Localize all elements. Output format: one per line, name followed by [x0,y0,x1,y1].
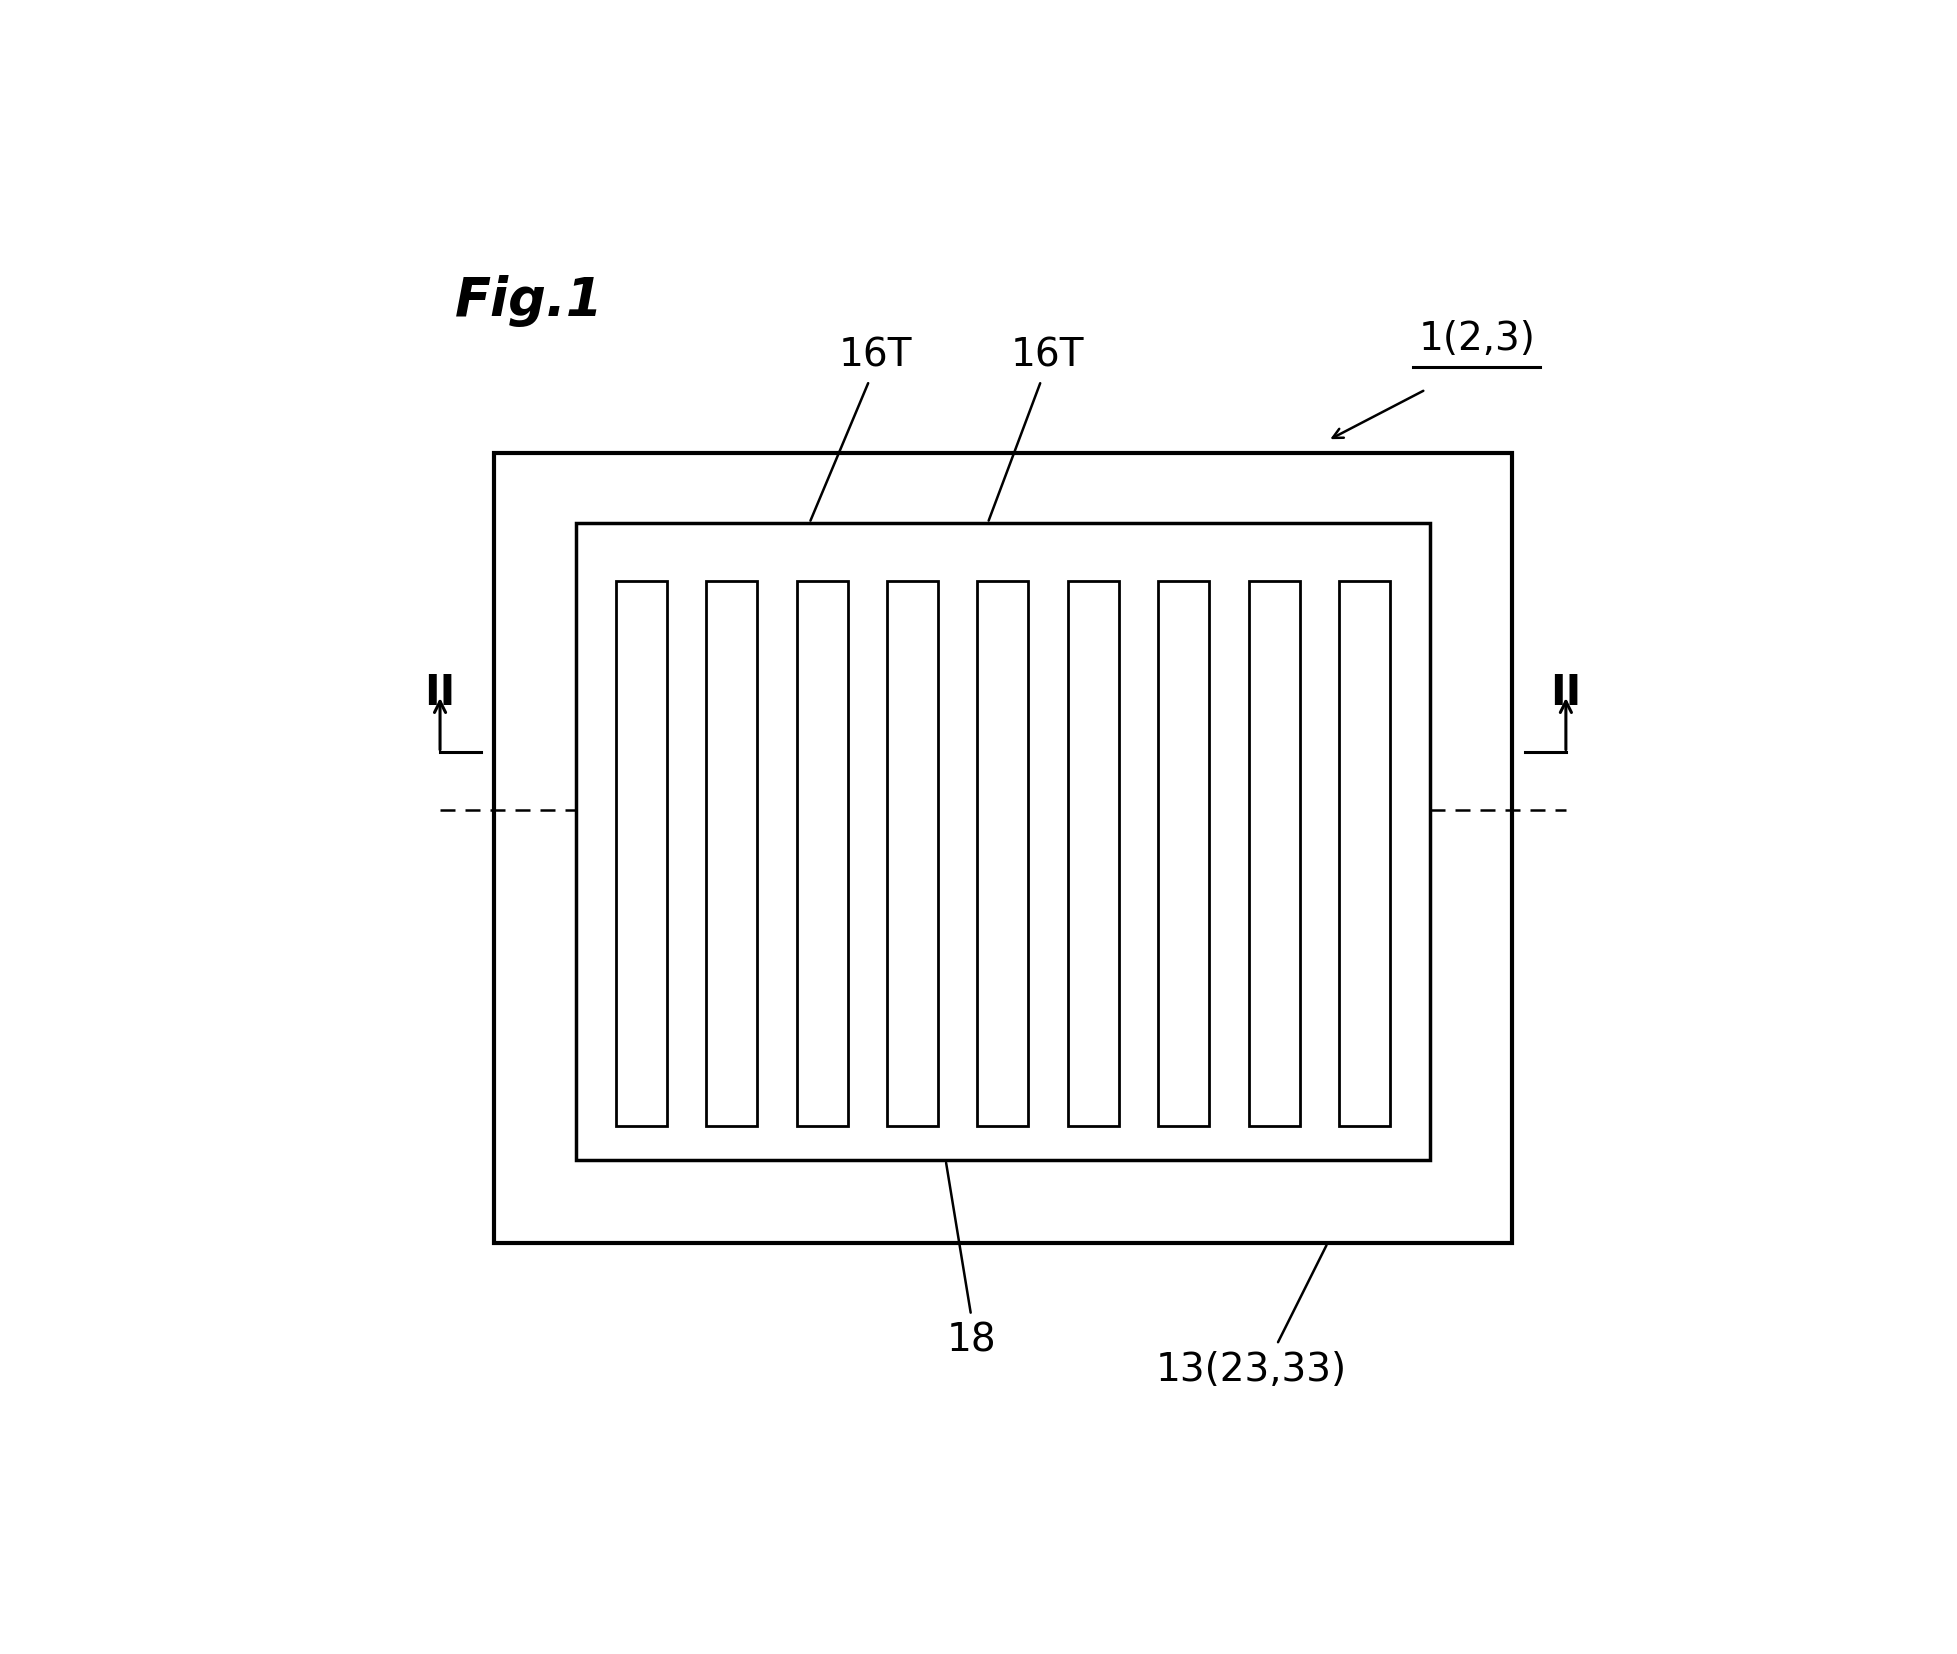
Text: 16T: 16T [1010,336,1084,374]
Text: 18: 18 [947,1322,996,1360]
Text: II: II [1550,672,1581,715]
Bar [493,453,1513,1242]
Bar [1069,581,1119,1126]
Bar [887,581,937,1126]
Text: 16T: 16T [840,336,912,374]
Bar [706,581,757,1126]
Text: II: II [425,672,456,715]
Bar [616,581,667,1126]
Bar [1159,581,1209,1126]
Bar [977,581,1029,1126]
Bar [796,581,847,1126]
Text: 13(23,33): 13(23,33) [1157,1351,1346,1389]
Bar [1339,581,1389,1126]
Bar [1249,581,1299,1126]
Text: Fig.1: Fig.1 [456,275,605,327]
Bar [575,523,1431,1159]
Text: 1(2,3): 1(2,3) [1419,319,1534,357]
